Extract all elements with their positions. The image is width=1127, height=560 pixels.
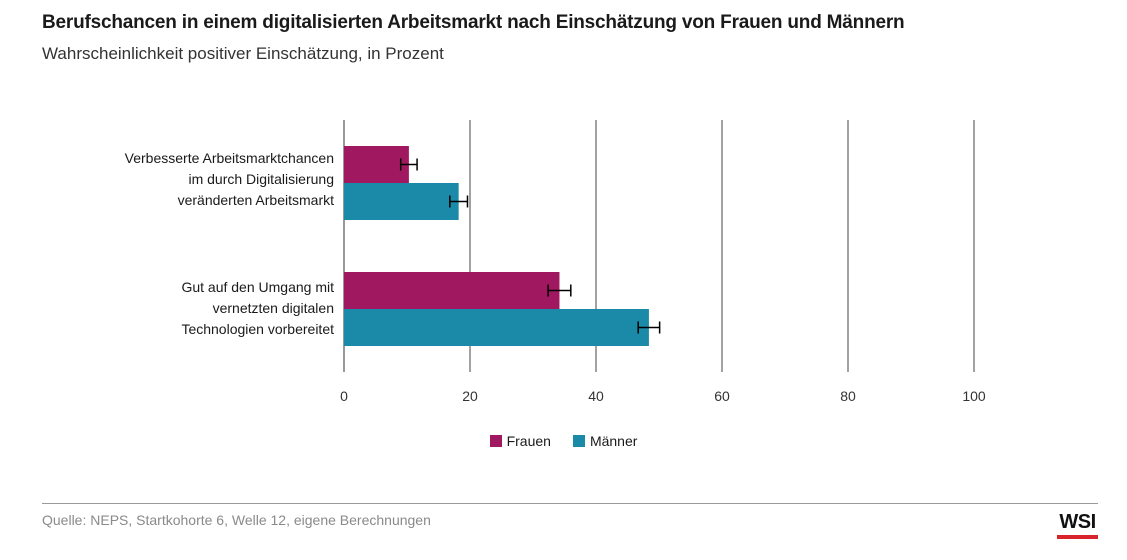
x-tick-label: 0 [340,388,348,404]
chart-subtitle: Wahrscheinlichkeit positiver Einschätzun… [42,44,444,63]
category-label-1: Gut auf den Umgang mit vernetzten digita… [74,277,334,340]
bar-männer-1 [344,309,649,346]
wsi-logo-text: WSI [1059,511,1096,533]
category-label-line: Verbesserte Arbeitsmarktchancen [124,150,334,166]
bar-männer-0 [344,183,459,220]
category-label-line: veränderten Arbeitsmarkt [177,192,334,208]
x-tick-label: 100 [962,388,986,404]
x-tick-label: 40 [588,388,604,404]
legend-swatch-frauen [489,435,502,447]
footer-divider [42,503,1098,504]
legend: Frauen Männer [0,433,1127,449]
legend-label-maenner: Männer [589,433,638,449]
bar-frauen-0 [344,146,409,183]
category-label-line: Technologien vorbereitet [181,321,334,337]
legend-item-maenner: Männer [572,433,638,449]
x-tick-label: 60 [714,388,730,404]
bar-frauen-1 [344,272,560,309]
category-label-line: vernetzten digitalen [212,300,334,316]
category-label-line: im durch Digitalisierung [188,171,334,187]
bar-chart: 0 20 40 60 80 100 [340,120,986,404]
x-tick-label: 80 [840,388,856,404]
legend-label-frauen: Frauen [506,433,551,449]
wsi-logo: WSI [1057,511,1098,543]
legend-swatch-maenner [572,435,585,447]
chart-title: Berufschancen in einem digitalisierten A… [42,12,905,33]
category-label-line: Gut auf den Umgang mit [181,279,334,295]
category-label-0: Verbesserte Arbeitsmarktchancen im durch… [74,148,334,211]
wsi-logo-bar [1057,535,1098,539]
x-tick-label: 20 [462,388,478,404]
legend-item-frauen: Frauen [489,433,551,449]
source-note: Quelle: NEPS, Startkohorte 6, Welle 12, … [42,512,431,528]
